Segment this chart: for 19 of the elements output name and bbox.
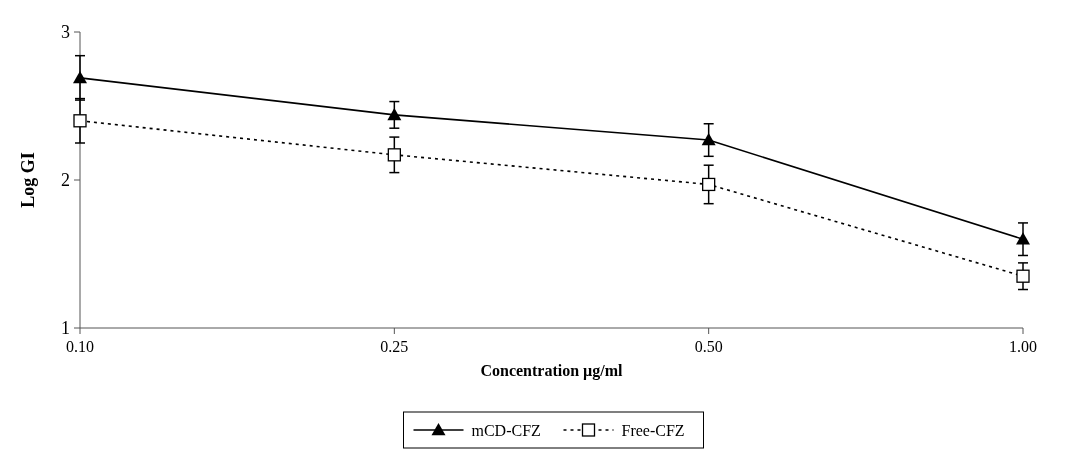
point — [387, 148, 401, 162]
point — [702, 177, 716, 192]
point — [73, 114, 87, 128]
y-tick-label: 1 — [61, 318, 70, 339]
x-tick-label: 0.10 — [66, 338, 94, 355]
point — [701, 133, 716, 146]
point — [1016, 232, 1030, 245]
x-tick-label: 0.50 — [694, 338, 723, 355]
point — [73, 70, 87, 84]
y-tick-label: 3 — [61, 22, 70, 43]
y-tick-label: 2 — [61, 170, 70, 191]
point — [1016, 269, 1030, 283]
legend-label: Free-CFZ — [621, 421, 685, 439]
x-tick-label: 1.00 — [1009, 338, 1037, 355]
x-tick-label: 0.25 — [380, 338, 409, 355]
legend-label: mCD-CFZ — [471, 421, 541, 439]
x-axis-title: Concentration µg/ml — [480, 362, 624, 380]
y-axis-title: Log GI — [18, 152, 38, 208]
point — [387, 107, 402, 121]
